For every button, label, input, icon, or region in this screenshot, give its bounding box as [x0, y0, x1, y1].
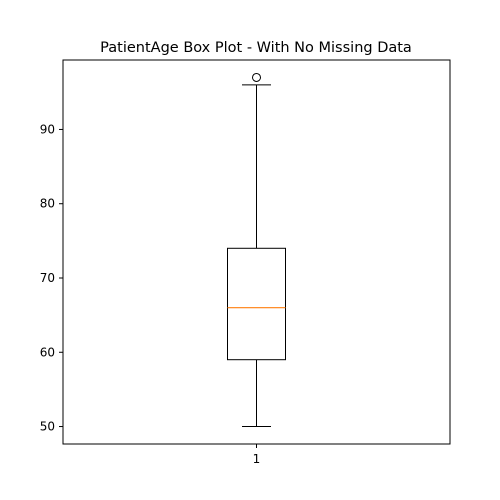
- plot-area: 50 60 70 80 90 1: [40, 72, 286, 466]
- y-tick-label-70: 70: [40, 271, 55, 285]
- axes-frame: [62, 59, 451, 445]
- chart-title: PatientAge Box Plot - With No Missing Da…: [100, 40, 412, 56]
- x-tick-label-1: 1: [253, 452, 261, 466]
- outlier-point-0: [252, 72, 261, 82]
- y-tick-label-60: 60: [40, 345, 55, 359]
- y-tick-label-80: 80: [40, 197, 55, 211]
- iqr-box: [227, 247, 286, 361]
- y-tick-label-90: 90: [40, 122, 55, 136]
- y-tick-label-50: 50: [40, 420, 55, 434]
